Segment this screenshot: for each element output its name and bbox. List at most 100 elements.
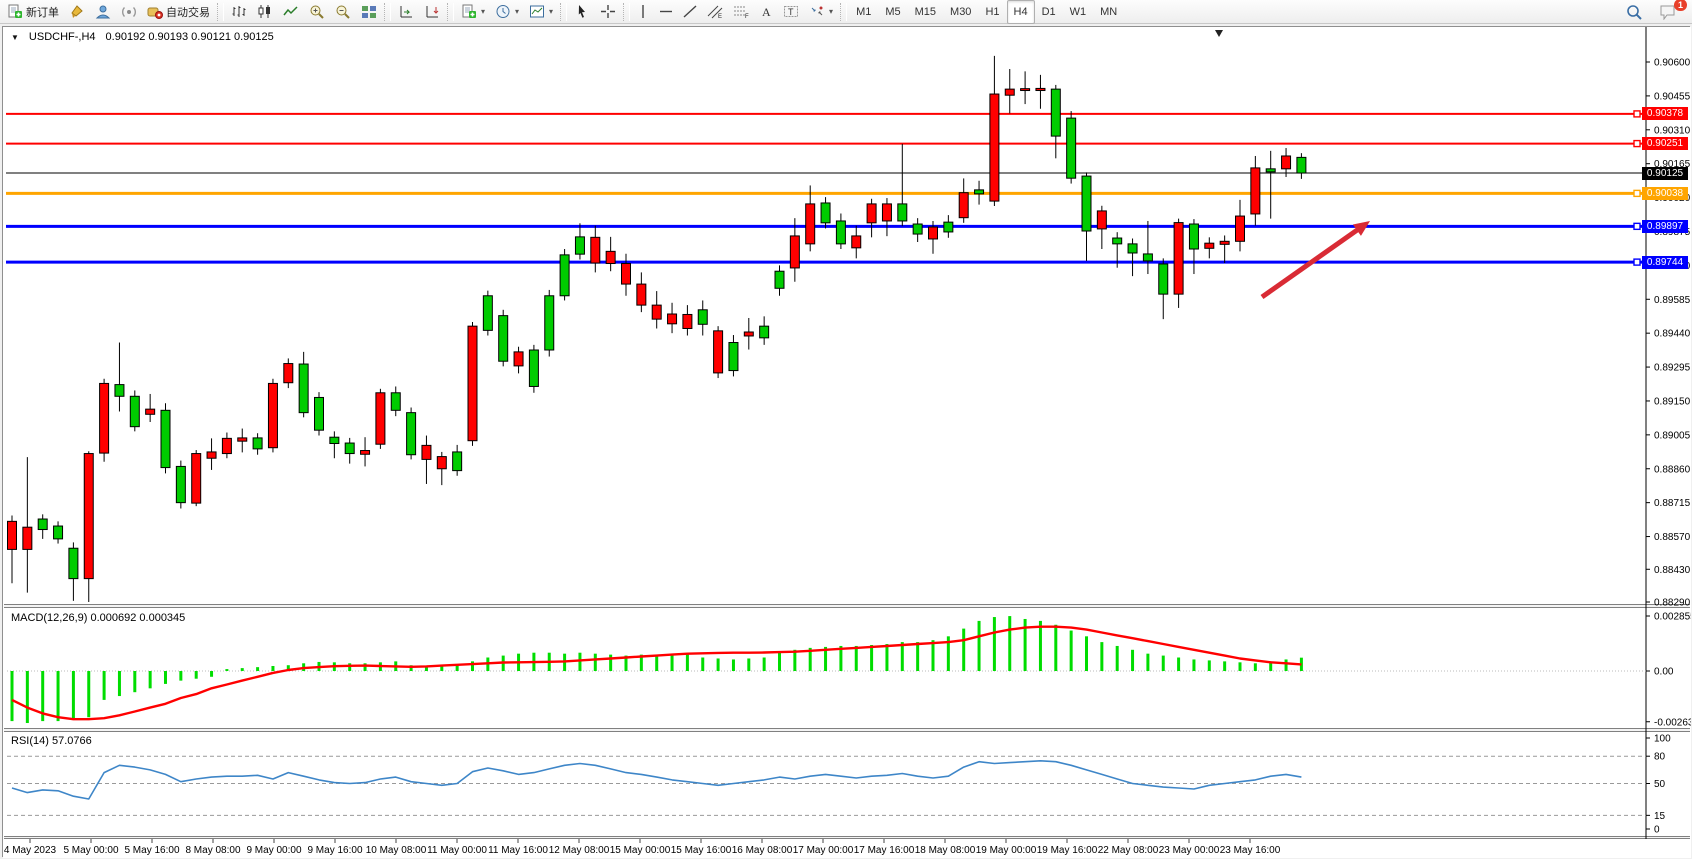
autotrade-button[interactable]: 自动交易 xyxy=(142,2,215,22)
timeframe-w1-button[interactable]: W1 xyxy=(1069,5,1087,18)
textA-icon: A xyxy=(762,5,771,19)
candle-body xyxy=(1173,222,1184,295)
candlestick-button[interactable] xyxy=(252,2,278,22)
time-axis-label: 9 May 16:00 xyxy=(307,845,362,856)
candle-body xyxy=(651,304,662,320)
toolbar-separator xyxy=(217,2,224,21)
chart-shift-button[interactable] xyxy=(419,2,445,22)
new-order-button[interactable]: 新订单 xyxy=(2,2,64,22)
arrows-button[interactable]: ▾ xyxy=(804,2,838,22)
candle-body xyxy=(1050,88,1061,137)
zoom-out-button[interactable] xyxy=(330,2,356,22)
candle-body xyxy=(559,254,570,297)
candlestick-series xyxy=(7,55,1307,602)
timeframe-mn-button[interactable]: MN xyxy=(1100,5,1118,18)
line-chart-button[interactable] xyxy=(278,2,304,22)
rsi-axis-label: 100 xyxy=(1654,734,1671,745)
timeframe-d1-button[interactable]: D1 xyxy=(1041,5,1056,18)
crosshair-icon xyxy=(601,5,616,18)
tiles-icon xyxy=(362,6,376,18)
rsi-line xyxy=(11,759,1302,800)
timeframe-h1-button[interactable]: H1 xyxy=(985,5,1000,18)
timeframe-m30-button[interactable]: M30 xyxy=(950,5,972,18)
fibonacci-button[interactable]: F xyxy=(728,2,754,22)
price-axis[interactable]: 0.906000.904550.903100.901650.900200.898… xyxy=(1645,27,1691,839)
candle-body xyxy=(206,451,217,459)
equidistant-channel-button[interactable]: E xyxy=(702,2,728,22)
timeframe-m5-button[interactable]: M5 xyxy=(885,5,901,18)
candle-body xyxy=(759,325,770,339)
candle-body xyxy=(175,465,186,504)
line-handle[interactable] xyxy=(1633,258,1641,266)
line-price-badge: 0.90038 xyxy=(1642,186,1688,200)
bar-chart-button[interactable] xyxy=(226,2,252,22)
signal-button[interactable] xyxy=(116,2,142,22)
vertical-line-button[interactable] xyxy=(632,2,654,22)
time-axis[interactable]: 4 May 2023 5 May 00:00 5 May 16:00 8 May 08… xyxy=(4,839,1281,856)
candle-body xyxy=(421,444,432,460)
indicators-button[interactable]: ▾ xyxy=(456,2,490,22)
time-axis-label: 23 May 16:00 xyxy=(1220,845,1281,856)
candle-body xyxy=(314,396,324,431)
toolbar-group-draw: E F A T ▾ xyxy=(632,1,838,23)
label-button[interactable]: T xyxy=(778,2,804,22)
candle-body xyxy=(528,349,539,387)
trendline-button[interactable] xyxy=(678,2,702,22)
collapse-trade-panel-icon[interactable]: ▼ xyxy=(11,32,19,42)
fibo-icon: F xyxy=(734,6,749,19)
text-button[interactable]: A xyxy=(754,2,778,22)
zoom-in-button[interactable] xyxy=(304,2,330,22)
periods-button[interactable]: ▾ xyxy=(490,2,524,22)
macd-axis-label: 0.002855 xyxy=(1654,611,1691,622)
price-axis-label: 0.88570 xyxy=(1654,532,1691,543)
chevron-down-icon: ▾ xyxy=(515,7,520,16)
channel-icon: E xyxy=(707,5,723,19)
chartshift-icon xyxy=(426,6,439,18)
autoscroll-icon xyxy=(400,6,412,18)
timeframe-m1-button[interactable]: M1 xyxy=(856,5,872,18)
candle-body xyxy=(406,412,417,456)
autotrade-icon xyxy=(147,7,163,19)
toolbar-separator xyxy=(560,2,568,21)
styler-button[interactable] xyxy=(64,2,90,22)
price-axis-label: 0.89295 xyxy=(1654,363,1691,374)
notification-badge: 1 xyxy=(1673,0,1687,11)
cursor-icon xyxy=(578,5,586,18)
trend-arrow[interactable] xyxy=(1260,224,1364,300)
line-handle[interactable] xyxy=(1633,222,1641,231)
line-handle[interactable] xyxy=(1633,189,1641,198)
price-axis-label: 0.88715 xyxy=(1654,498,1691,509)
timeframe-m15-button[interactable]: M15 xyxy=(914,5,937,18)
candles-icon xyxy=(258,5,270,18)
profile-button[interactable] xyxy=(90,2,116,22)
chart-window[interactable]: 0.906000.904550.903100.901650.900200.898… xyxy=(2,26,1691,858)
line-price-badge: 0.90251 xyxy=(1642,137,1688,151)
line-handle[interactable] xyxy=(1633,139,1641,148)
macd-axis-label: 0.00 xyxy=(1654,667,1674,678)
candle-body xyxy=(1112,237,1123,245)
candle-body xyxy=(145,408,156,415)
time-axis-label: 16 May 08:00 xyxy=(732,845,793,856)
price-axis-label: 0.90165 xyxy=(1654,159,1691,170)
candle-body xyxy=(1066,117,1077,179)
candle-body xyxy=(1281,155,1292,170)
crosshair-button[interactable] xyxy=(595,2,621,22)
timeframe-h4-button[interactable]: H4 xyxy=(1006,0,1035,24)
line-handle[interactable] xyxy=(1633,110,1641,118)
notifications-button[interactable]: 1 xyxy=(1654,0,1687,22)
candle-body xyxy=(789,235,800,269)
tline-icon xyxy=(683,5,697,18)
search-button[interactable] xyxy=(1621,2,1648,22)
candle-body xyxy=(1204,242,1215,249)
templates-button[interactable]: ▾ xyxy=(524,2,558,22)
chart-canvas[interactable]: 0.906000.904550.903100.901650.900200.898… xyxy=(3,27,1691,858)
horizontal-line-button[interactable] xyxy=(654,2,678,22)
chart-title-row: ▼ USDCHF-,H4 0.90192 0.90193 0.90121 0.9… xyxy=(11,31,274,43)
auto-scroll-button[interactable] xyxy=(393,2,419,22)
chart-shift-marker[interactable] xyxy=(1215,30,1223,37)
cursor-button[interactable] xyxy=(569,2,595,22)
candle-body xyxy=(1035,87,1046,92)
tile-windows-button[interactable] xyxy=(356,2,382,22)
candle-body xyxy=(68,547,79,580)
candle-body xyxy=(928,226,938,240)
